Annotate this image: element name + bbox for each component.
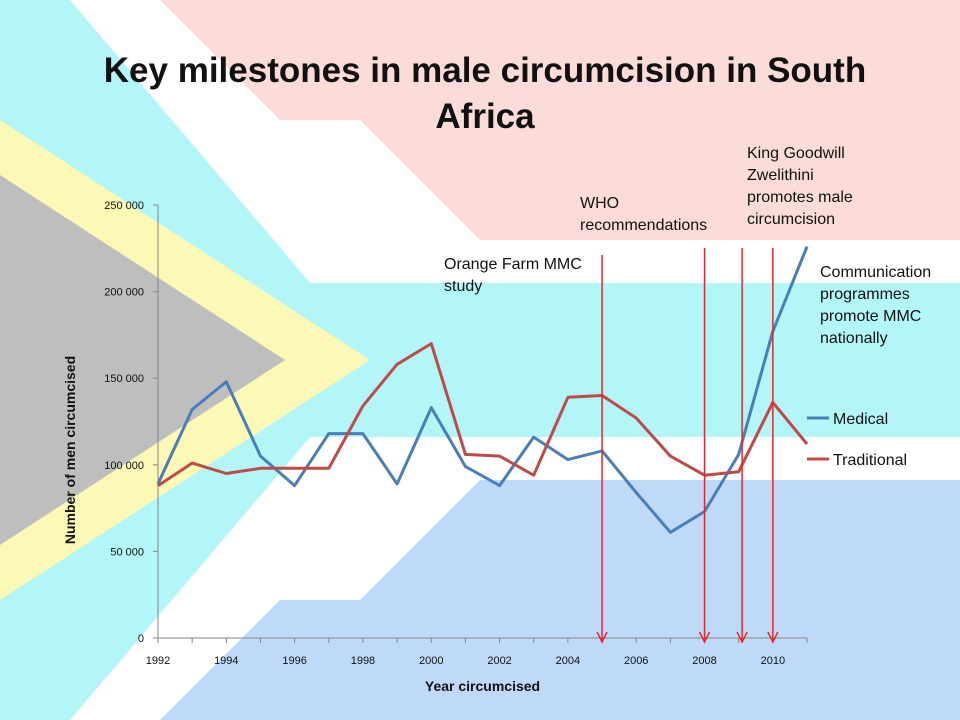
y-axis-label: Number of men circumcised — [62, 356, 78, 544]
chart-axes: 0 50 000 100 000 150 000 200 000 250 000 1992 1… — [62, 200, 808, 694]
legend-label-medical: Medical — [833, 411, 888, 428]
x-tick-label: 2002 — [487, 655, 511, 667]
y-tick-label: 150 000 — [104, 373, 144, 385]
annotation-who: WHO recommendations — [580, 195, 708, 234]
chart-title: Key milestones in male circumcision in S… — [103, 51, 867, 136]
annotation-orange-farm: Orange Farm MMC study — [444, 256, 582, 295]
annotation-communication: Communication programmes promote MMC nat… — [820, 264, 932, 347]
y-tick-label: 0 — [138, 633, 144, 645]
legend-label-traditional: Traditional — [833, 452, 907, 469]
series-line-traditional — [157, 342, 809, 487]
x-tick-label: 1994 — [214, 655, 238, 667]
x-tick-label: 2008 — [692, 655, 716, 667]
x-tick-label: 1992 — [146, 655, 170, 667]
milestone-arrow-head — [698, 631, 711, 644]
flag-blue-band — [0, 480, 960, 720]
x-tick-label: 2000 — [419, 655, 443, 667]
x-tick-label: 2004 — [556, 655, 580, 667]
milestone-arrows — [596, 248, 779, 644]
y-tick-label: 100 000 — [104, 460, 144, 472]
milestone-arrow-head — [767, 631, 779, 644]
flag-black-triangle — [0, 175, 285, 545]
chart-legend: Medical Traditional — [807, 411, 907, 469]
y-tick-label: 50 000 — [110, 546, 144, 558]
x-tick-label: 1996 — [282, 655, 306, 667]
annotation-king-goodwill: King Goodwill Zwelithini promotes male c… — [747, 145, 853, 228]
y-tick-label: 200 000 — [104, 287, 144, 299]
x-tick-label: 1998 — [351, 655, 375, 667]
chart-series — [156, 246, 809, 534]
series-line-medical — [156, 246, 809, 534]
x-tick-label: 2010 — [761, 655, 785, 667]
y-tick-label: 250 000 — [104, 200, 144, 212]
x-axis-label: Year circumcised — [425, 678, 540, 694]
flag-red-band — [0, 0, 960, 240]
milestone-arrow-head — [736, 631, 748, 644]
x-tick-label: 2006 — [624, 655, 648, 667]
milestone-arrow-head — [596, 631, 608, 644]
